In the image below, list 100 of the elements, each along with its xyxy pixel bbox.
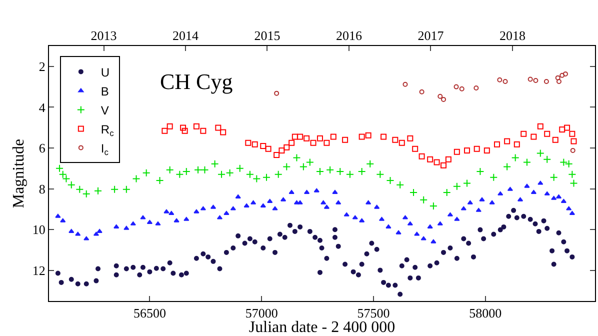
point [410, 188, 418, 196]
x-axis-title: Julian date - 2 400 000 [248, 319, 396, 336]
point [274, 90, 280, 96]
point [336, 167, 344, 176]
point [530, 134, 537, 140]
x2-tick-label: 2018 [499, 28, 526, 43]
point [218, 170, 226, 178]
point [358, 167, 366, 176]
point [434, 159, 440, 166]
point [265, 146, 272, 152]
point [366, 160, 374, 168]
point [484, 147, 490, 154]
point [504, 138, 510, 144]
point [544, 130, 550, 137]
text: CH Cyg [160, 69, 233, 94]
point [132, 174, 140, 183]
point [142, 168, 150, 177]
point [324, 140, 330, 146]
point [316, 167, 324, 176]
point [528, 76, 533, 82]
point [520, 130, 527, 137]
point [226, 168, 234, 177]
point [380, 134, 387, 140]
point [274, 152, 280, 158]
y-tick-label: 6 [38, 140, 46, 156]
point [326, 166, 334, 174]
point [200, 128, 206, 134]
point [200, 166, 209, 174]
x-tick-label: 57500 [357, 306, 390, 321]
point [299, 162, 308, 171]
point [176, 170, 184, 178]
point [464, 147, 470, 154]
x2-tick-label: 2014 [172, 28, 199, 43]
point [420, 196, 428, 204]
point [452, 182, 461, 190]
point [544, 79, 549, 84]
point [376, 170, 384, 178]
point [282, 162, 291, 171]
y-tick-label: 10 [32, 222, 46, 238]
point [122, 185, 130, 194]
point [316, 135, 323, 142]
point [440, 162, 447, 168]
point [412, 146, 418, 152]
point [463, 179, 471, 188]
point [537, 123, 544, 130]
point [76, 185, 84, 194]
point [418, 153, 425, 160]
point [570, 148, 576, 153]
legend-label: V [100, 103, 109, 118]
x-tick-label: 56500 [133, 306, 166, 321]
point [304, 135, 310, 142]
point [215, 124, 222, 131]
point [445, 156, 452, 162]
point [292, 154, 301, 162]
point [570, 179, 578, 188]
point [396, 180, 404, 189]
point [536, 149, 544, 158]
point [386, 176, 394, 184]
point [310, 140, 316, 146]
point [82, 190, 90, 198]
point [346, 170, 354, 178]
point [419, 89, 424, 94]
point [252, 141, 258, 148]
point [476, 167, 484, 176]
point [568, 170, 576, 178]
point [427, 156, 434, 162]
y-tick-label: 12 [32, 262, 46, 278]
point [156, 176, 164, 184]
point [274, 170, 282, 178]
x2-tick-label: 2015 [254, 28, 280, 43]
point [503, 162, 512, 171]
point [560, 72, 565, 78]
point [407, 135, 414, 142]
point [552, 136, 558, 143]
point [236, 164, 244, 172]
point [306, 158, 314, 166]
point [474, 146, 480, 152]
point [330, 134, 336, 140]
point [564, 124, 570, 131]
point [454, 148, 460, 155]
point [562, 71, 568, 76]
point [522, 158, 531, 166]
point [182, 167, 190, 176]
point [490, 173, 498, 182]
point [284, 144, 290, 150]
y-tick-label: 8 [38, 181, 46, 196]
point [570, 138, 577, 144]
y-axis-title: Magnitude [10, 138, 28, 208]
point [166, 166, 174, 174]
point [556, 79, 562, 84]
point [166, 123, 173, 130]
point [569, 130, 576, 137]
point [438, 94, 443, 99]
point [292, 134, 298, 140]
point [182, 128, 188, 134]
point [365, 132, 372, 138]
point [402, 82, 408, 87]
point [442, 188, 451, 196]
point [550, 173, 558, 182]
point [67, 180, 76, 189]
